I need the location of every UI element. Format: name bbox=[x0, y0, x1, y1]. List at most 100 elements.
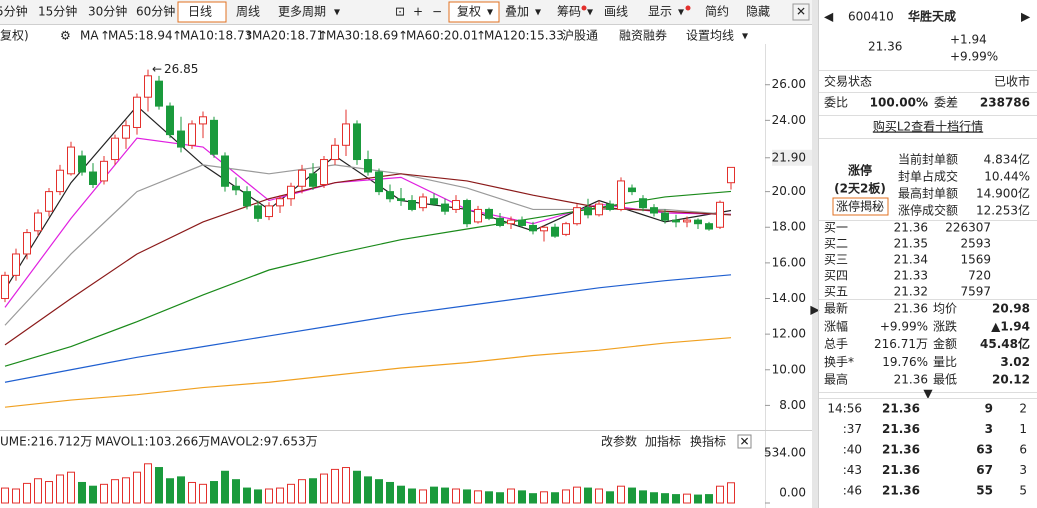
price-change: +1.94 bbox=[950, 33, 987, 47]
ma-legend-item: MA20:18.71 bbox=[252, 29, 324, 43]
candle-body bbox=[210, 119, 218, 155]
collapse-arrow[interactable]: ▼ bbox=[923, 387, 933, 401]
tool-button[interactable]: 简约 bbox=[705, 4, 729, 19]
limit-button-box[interactable] bbox=[832, 197, 889, 216]
plus-icon[interactable]: + bbox=[413, 5, 423, 19]
quote-text: 最高封单额 bbox=[898, 186, 958, 201]
quote-text: 63 bbox=[976, 443, 993, 457]
quote-text: 6 bbox=[1019, 443, 1027, 457]
lock-icon[interactable]: ⊡ bbox=[395, 5, 405, 19]
close-icon[interactable]: ✕ bbox=[796, 5, 806, 19]
quote-text: 最新 bbox=[824, 301, 848, 316]
volume-bar bbox=[430, 486, 438, 504]
volume-bar bbox=[452, 488, 460, 504]
quote-text: 委差 bbox=[934, 96, 958, 110]
volume-bar bbox=[485, 491, 493, 504]
volume-bar bbox=[408, 488, 416, 504]
quote-text: 涨幅 bbox=[824, 318, 848, 333]
quote-text: 买五 bbox=[824, 285, 848, 299]
quote-text: :37 bbox=[843, 422, 862, 436]
candle-body bbox=[122, 125, 130, 139]
legend-link[interactable]: 沪股通 bbox=[562, 29, 598, 43]
volume-bar bbox=[265, 488, 273, 504]
volume-bar bbox=[496, 492, 504, 504]
close-box[interactable] bbox=[792, 3, 810, 21]
period-tab[interactable]: 5分钟 bbox=[0, 4, 28, 19]
l2-link[interactable]: 购买L2查看十档行情 bbox=[873, 119, 983, 134]
period-tab[interactable]: 30分钟 bbox=[88, 4, 127, 19]
indicator-button[interactable]: 加指标 bbox=[645, 434, 681, 449]
close-icon[interactable]: ✕ bbox=[739, 435, 749, 449]
ma-legend-item: MA60:20.01 bbox=[406, 29, 478, 43]
candle-body bbox=[606, 203, 614, 210]
y-tick-label: 14.00 bbox=[772, 291, 806, 305]
quote-text: :46 bbox=[843, 484, 862, 498]
quote-text: 3.02 bbox=[1000, 355, 1030, 369]
candle-body bbox=[89, 171, 97, 185]
quote-text: 3 bbox=[985, 422, 993, 436]
quote-text: 已收市 bbox=[994, 74, 1030, 89]
quote-text: 19.76% bbox=[882, 355, 928, 369]
volume-legend-item: UME:216.712万 bbox=[0, 435, 92, 449]
quote-text: 20.98 bbox=[992, 302, 1030, 316]
candle-body bbox=[100, 160, 108, 182]
quote-text: 最低 bbox=[933, 373, 957, 387]
quote-text: 5 bbox=[1019, 484, 1027, 498]
period-tab[interactable]: 15分钟 bbox=[38, 4, 77, 19]
candle-body bbox=[331, 144, 339, 161]
period-tab[interactable]: 日线 bbox=[188, 5, 212, 19]
tool-button[interactable]: 复权 bbox=[457, 5, 481, 19]
volume-bar bbox=[353, 470, 361, 504]
tool-button[interactable]: 叠加 bbox=[505, 5, 529, 19]
period-tab[interactable]: 60分钟 bbox=[136, 4, 175, 19]
tool-button[interactable]: 隐藏 bbox=[746, 5, 770, 19]
y-tick-label: 20.00 bbox=[772, 184, 806, 198]
volume-bar bbox=[34, 478, 42, 504]
candle-body bbox=[254, 205, 262, 219]
tool-button[interactable]: 筹码 bbox=[557, 5, 581, 19]
candle-body bbox=[551, 226, 559, 237]
legend-arrow: ↑ bbox=[100, 29, 110, 43]
close-box[interactable] bbox=[737, 434, 752, 449]
candle-body bbox=[562, 223, 570, 235]
candle-body bbox=[353, 123, 361, 161]
tool-button[interactable]: 显示 bbox=[648, 5, 672, 19]
candle-body bbox=[529, 224, 537, 232]
quote-text: 12.253亿 bbox=[976, 203, 1030, 218]
volume-bar bbox=[617, 485, 625, 504]
candle-body bbox=[485, 208, 493, 219]
volume-bar bbox=[716, 485, 724, 504]
minus-icon[interactable]: − bbox=[432, 5, 442, 19]
candle-body bbox=[639, 198, 647, 209]
legend-link[interactable]: 融资融券 bbox=[619, 28, 667, 43]
candle-body bbox=[309, 173, 317, 187]
volume-bar bbox=[331, 468, 339, 504]
legend-link[interactable]: 设置均线 bbox=[686, 29, 734, 43]
candle-body bbox=[452, 200, 460, 210]
tool-button[interactable]: 画线 bbox=[604, 5, 628, 19]
period-tab[interactable]: 更多周期 bbox=[278, 5, 326, 19]
indicator-button[interactable]: 改参数 bbox=[601, 434, 637, 449]
indicator-button[interactable]: 换指标 bbox=[690, 434, 726, 449]
volume-bar bbox=[177, 476, 185, 504]
volume-bar bbox=[529, 493, 537, 504]
splitter-arrow[interactable]: ▶ bbox=[810, 303, 820, 317]
nav-arrow[interactable]: ▶ bbox=[1021, 10, 1031, 24]
last-price: 21.36 bbox=[868, 40, 902, 54]
legend-gear: ⚙ bbox=[60, 29, 71, 43]
red-dot bbox=[581, 5, 587, 11]
volume-bar bbox=[562, 489, 570, 504]
candle-body bbox=[430, 198, 438, 205]
red-dot bbox=[685, 5, 691, 11]
y-tick-label: 16.00 bbox=[772, 255, 806, 269]
ma-legend-item: MA30:18.69 bbox=[326, 29, 398, 43]
volume-bar bbox=[727, 482, 735, 504]
volume-bar bbox=[188, 481, 196, 504]
limit-button[interactable]: 涨停揭秘 bbox=[836, 199, 884, 214]
quote-text: 720 bbox=[968, 269, 991, 283]
volume-legend-item: MAVOL1:103.266万 bbox=[95, 435, 210, 449]
nav-arrow[interactable]: ◀ bbox=[824, 10, 834, 24]
quote-text: 买三 bbox=[824, 253, 848, 267]
splitter[interactable] bbox=[812, 0, 818, 508]
period-tab[interactable]: 周线 bbox=[236, 5, 260, 19]
